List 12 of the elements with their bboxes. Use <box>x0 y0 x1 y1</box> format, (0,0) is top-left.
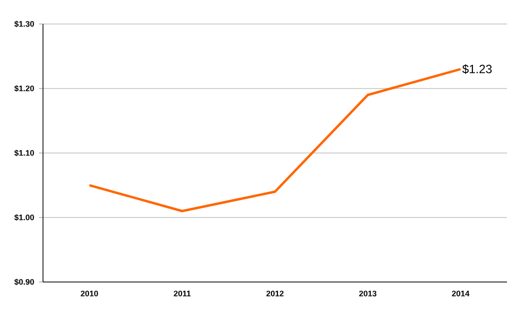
line-series <box>88 68 462 212</box>
y-tick-label: $0.90 <box>14 278 34 286</box>
x-tick-label: 2012 <box>266 290 284 296</box>
x-tick-label: 2011 <box>174 290 191 296</box>
y-tick-label: $1.10 <box>14 150 34 156</box>
data-label: $1.23 <box>462 64 492 74</box>
x-tick-label: 2014 <box>452 290 470 296</box>
y-tick-label: $1.20 <box>14 85 34 92</box>
x-tick-label: 2010 <box>80 290 98 296</box>
y-tick-label: $1.30 <box>14 20 34 28</box>
x-tick-label: 2013 <box>359 290 376 296</box>
y-tick-label: $1.00 <box>14 214 34 221</box>
